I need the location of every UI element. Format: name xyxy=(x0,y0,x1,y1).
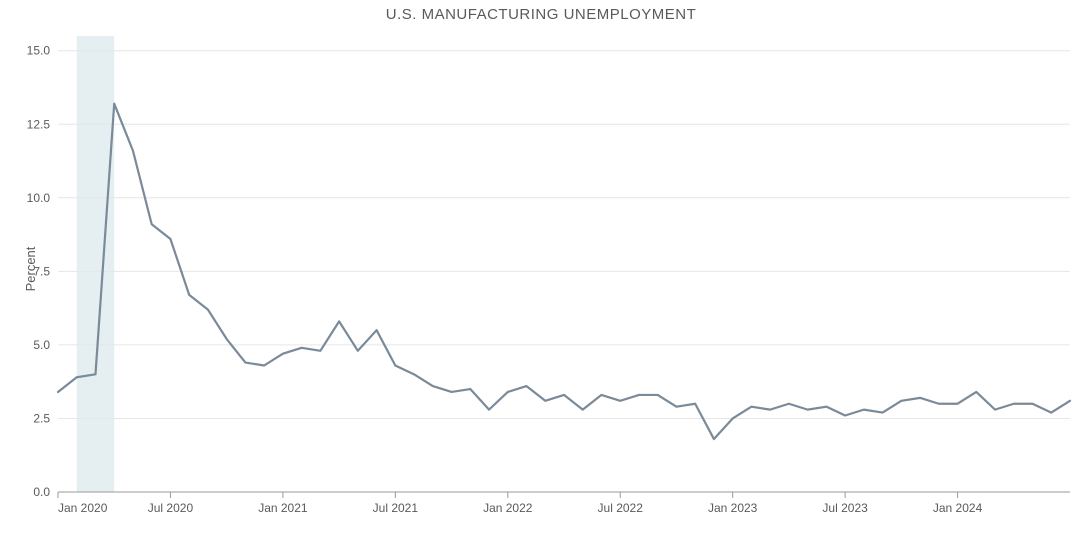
y-tick-label: 2.5 xyxy=(33,411,50,425)
chart-svg: 0.02.55.07.510.012.515.0Jan 2020Jul 2020… xyxy=(0,0,1082,538)
chart-container: U.S. MANUFACTURING UNEMPLOYMENT Percent … xyxy=(0,0,1082,538)
x-tick-label: Jan 2023 xyxy=(708,501,758,515)
x-tick-label: Jan 2021 xyxy=(258,501,308,515)
y-tick-label: 12.5 xyxy=(27,117,51,131)
x-tick-label: Jul 2021 xyxy=(373,501,419,515)
y-tick-label: 10.0 xyxy=(27,191,51,205)
x-tick-label: Jul 2020 xyxy=(148,501,194,515)
x-tick-label: Jul 2023 xyxy=(822,501,868,515)
y-tick-label: 15.0 xyxy=(27,44,51,58)
y-tick-label: 5.0 xyxy=(33,338,50,352)
recession-band xyxy=(77,36,114,492)
x-tick-label: Jan 2024 xyxy=(933,501,983,515)
chart-title: U.S. MANUFACTURING UNEMPLOYMENT xyxy=(0,6,1082,23)
x-tick-label: Jul 2022 xyxy=(598,501,644,515)
y-axis-label: Percent xyxy=(23,247,38,292)
x-tick-label: Jan 2022 xyxy=(483,501,533,515)
x-tick-label: Jan 2020 xyxy=(58,501,108,515)
y-tick-label: 0.0 xyxy=(33,485,50,499)
